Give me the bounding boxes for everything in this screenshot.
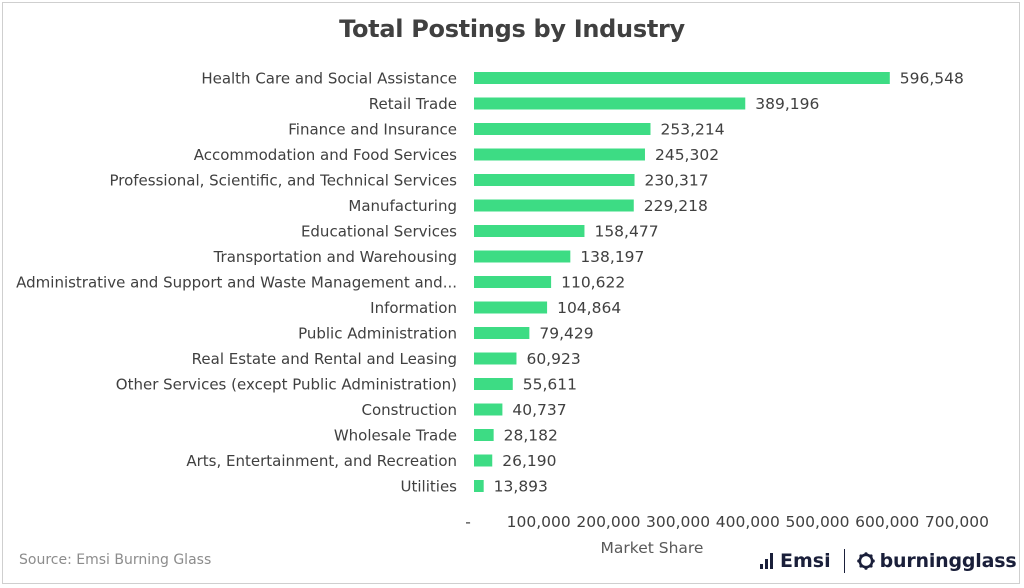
category-label: Wholesale Trade	[334, 427, 457, 445]
bar	[474, 225, 585, 237]
bar	[474, 174, 635, 186]
data-label: 26,190	[502, 452, 556, 470]
category-label: Information	[370, 299, 457, 317]
category-label: Professional, Scientific, and Technical …	[109, 172, 457, 190]
data-label: 230,317	[645, 172, 709, 190]
category-label: Real Estate and Rental and Leasing	[192, 350, 457, 368]
bar	[474, 97, 746, 110]
bar	[474, 301, 548, 314]
logos: Emsi burningglass	[760, 546, 1017, 576]
emsi-logo: Emsi	[780, 550, 831, 572]
category-label: Construction	[361, 401, 457, 419]
bar	[474, 327, 530, 339]
category-label: Manufacturing	[348, 197, 457, 215]
x-tick-label: 300,000	[646, 513, 710, 531]
category-label: Finance and Insurance	[288, 121, 457, 139]
data-label: 79,429	[539, 325, 593, 343]
data-label: 104,864	[557, 299, 621, 317]
bar	[474, 429, 494, 441]
data-label: 138,197	[580, 248, 644, 266]
bar	[474, 352, 517, 365]
data-label: 110,622	[561, 274, 625, 292]
chart-title: Total Postings by Industry	[339, 15, 685, 43]
category-label: Educational Services	[301, 223, 457, 241]
x-tick-label: 500,000	[785, 513, 849, 531]
category-label: Utilities	[401, 478, 458, 496]
data-label: 245,302	[655, 146, 719, 164]
data-label: 28,182	[504, 427, 558, 445]
data-label: 55,611	[523, 376, 577, 394]
category-label: Arts, Entertainment, and Recreation	[186, 452, 457, 470]
emsi-bars-icon	[760, 553, 775, 569]
category-label: Health Care and Social Assistance	[201, 70, 457, 88]
bar	[474, 123, 651, 135]
bar	[474, 403, 503, 416]
bar	[474, 199, 634, 212]
x-tick-label: -	[465, 513, 471, 531]
category-label: Retail Trade	[369, 95, 457, 113]
bar	[474, 378, 513, 390]
bar	[474, 276, 552, 288]
logo-divider	[843, 549, 845, 573]
bar	[474, 480, 484, 492]
source-note: Source: Emsi Burning Glass	[19, 552, 212, 568]
bar	[474, 148, 645, 161]
bar	[474, 72, 890, 84]
x-tick-label: 400,000	[716, 513, 780, 531]
category-label: Public Administration	[298, 325, 457, 343]
category-label: Transportation and Warehousing	[213, 248, 457, 266]
category-label: Administrative and Support and Waste Man…	[16, 274, 457, 292]
data-label: 596,548	[900, 70, 964, 88]
x-tick-label: 700,000	[925, 513, 989, 531]
data-label: 253,214	[660, 121, 724, 139]
data-label: 389,196	[755, 95, 819, 113]
data-label: 60,923	[526, 350, 580, 368]
data-label: 229,218	[644, 197, 708, 215]
data-label: 158,477	[594, 223, 658, 241]
category-label: Accommodation and Food Services	[194, 146, 457, 164]
burningglass-gear-icon	[856, 552, 875, 570]
x-axis-title: Market Share	[601, 539, 704, 557]
bar	[474, 454, 493, 467]
burningglass-logo: burningglass	[879, 550, 1017, 572]
bar	[474, 250, 571, 263]
x-tick-label: 600,000	[855, 513, 919, 531]
x-tick-label: 100,000	[507, 513, 571, 531]
x-tick-label: 200,000	[576, 513, 640, 531]
data-label: 40,737	[512, 401, 566, 419]
category-label: Other Services (except Public Administra…	[116, 376, 457, 394]
data-label: 13,893	[494, 478, 548, 496]
